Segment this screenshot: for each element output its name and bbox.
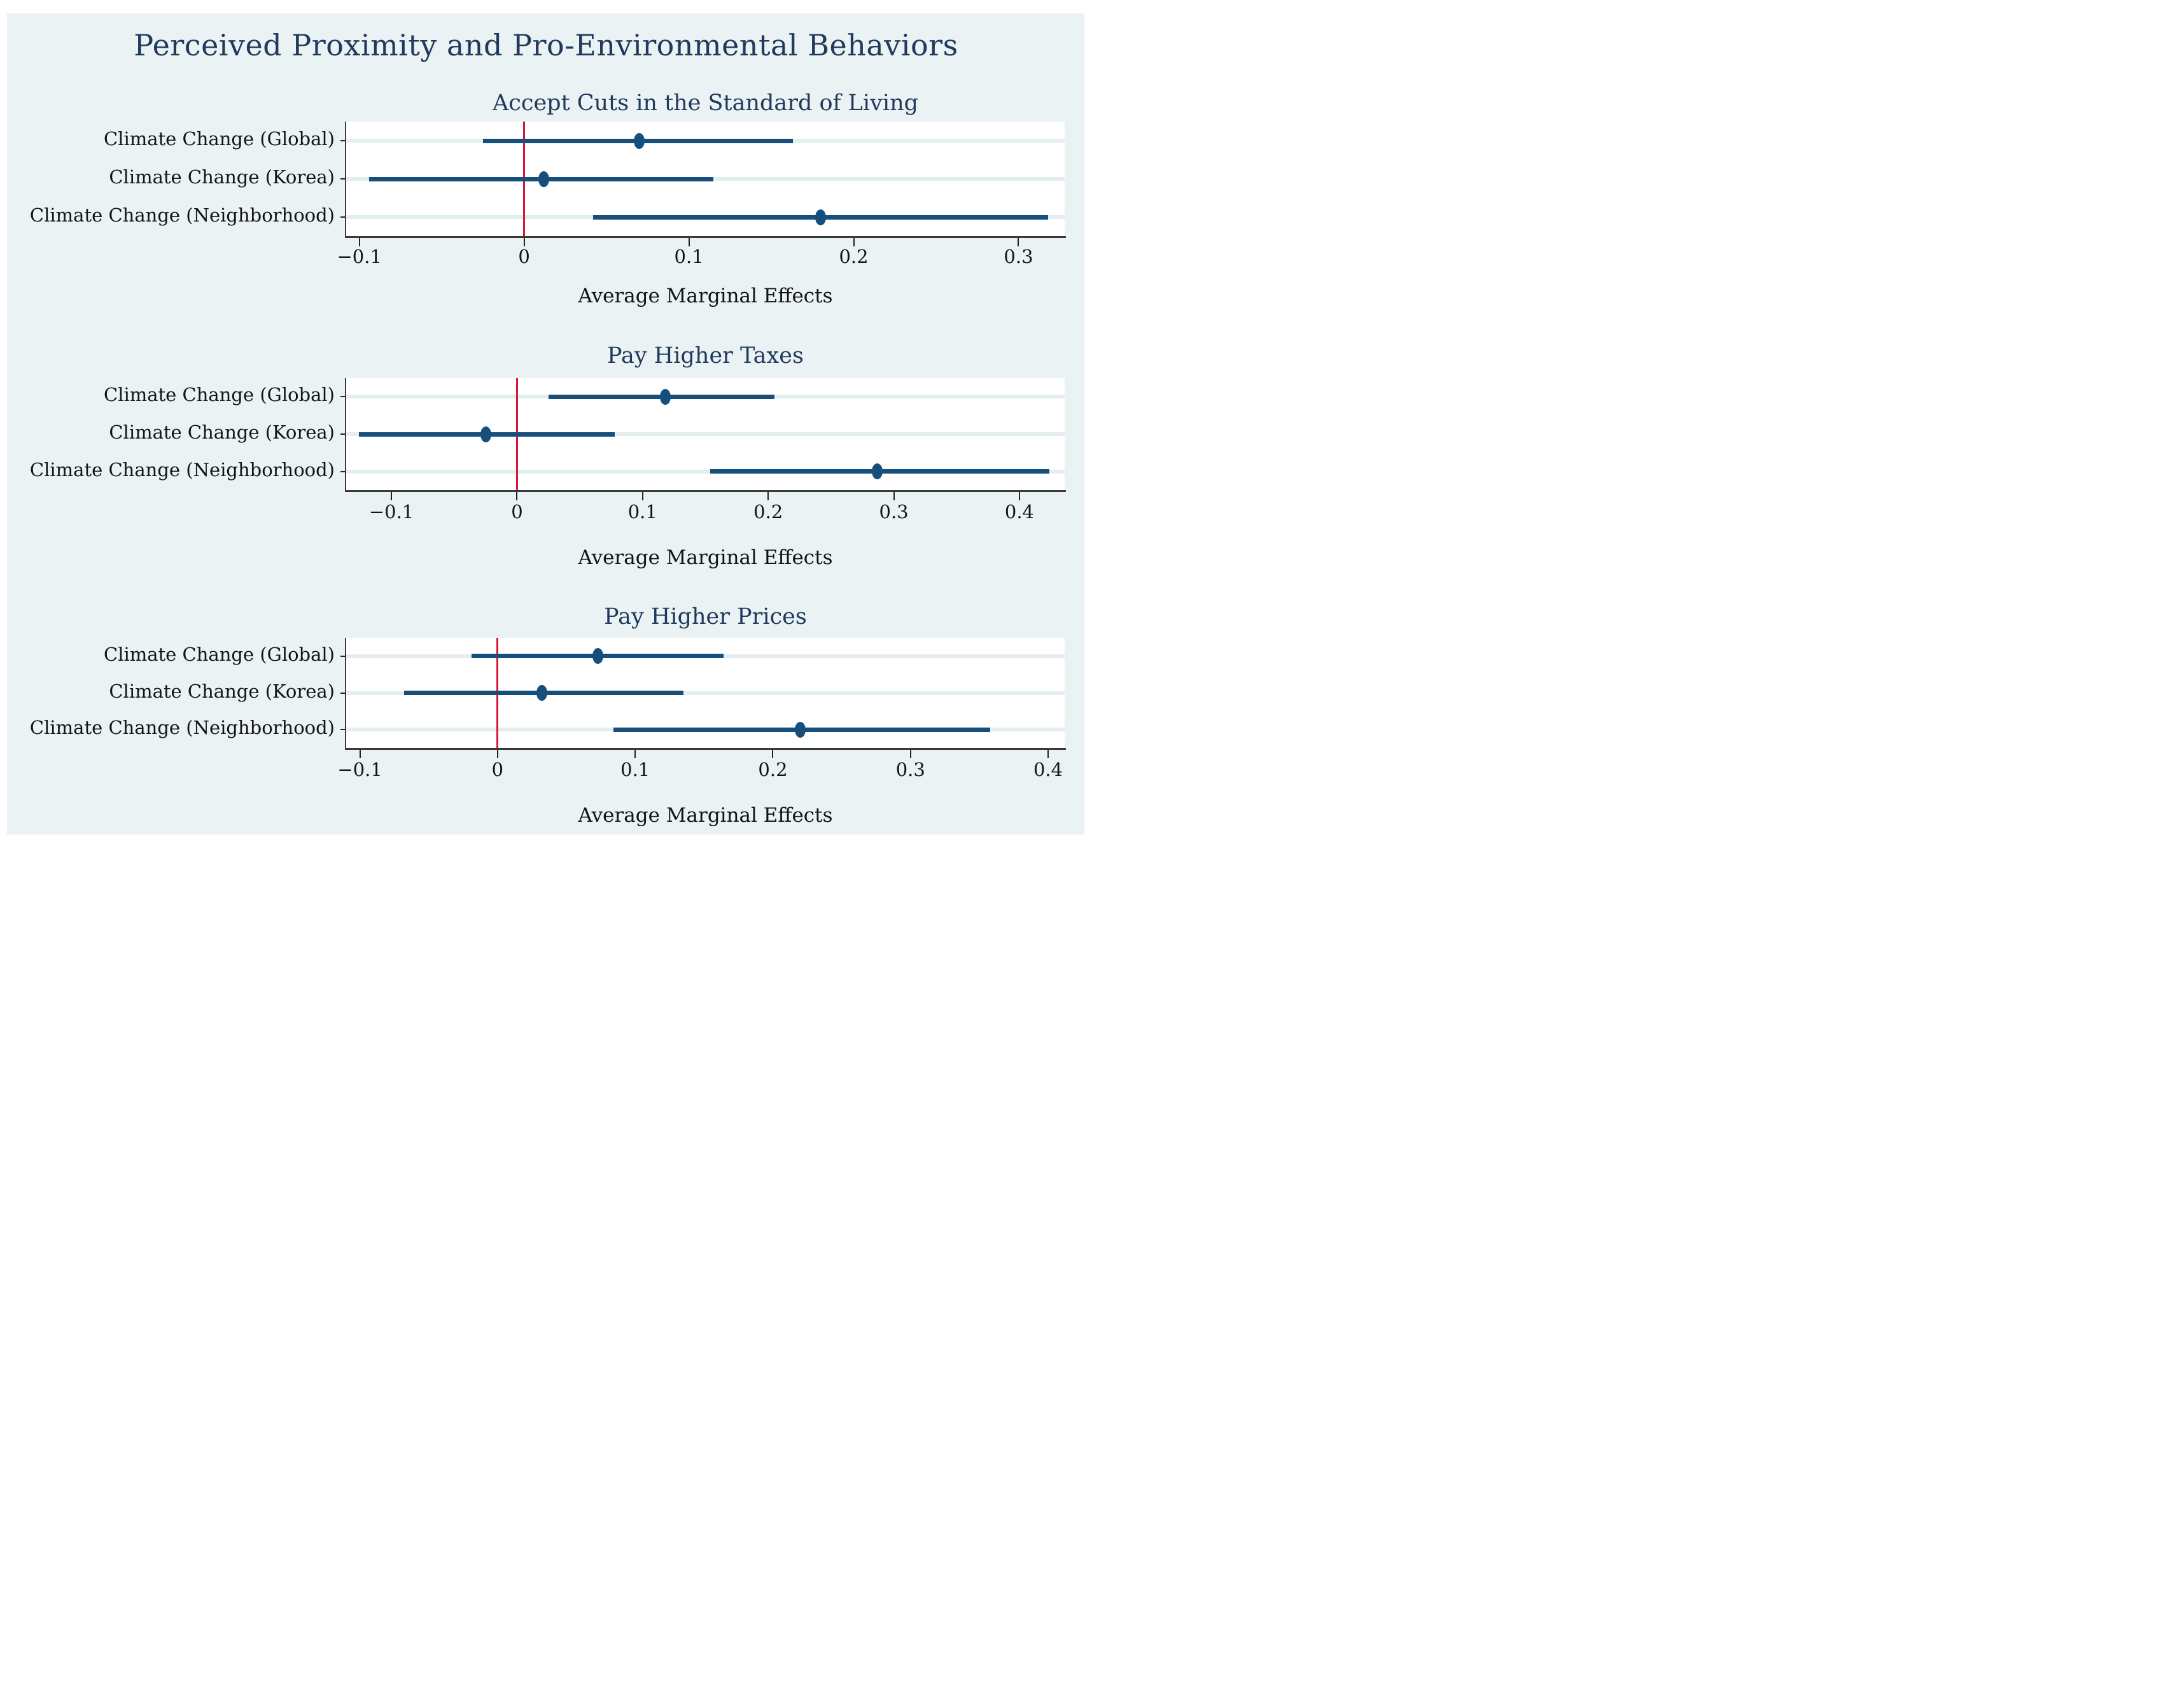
- x-tick-label: 0.3: [879, 501, 909, 523]
- x-axis-line: [345, 236, 1066, 238]
- category-label: Climate Change (Neighborhood): [29, 204, 335, 226]
- category-label: Climate Change (Global): [104, 384, 335, 406]
- category-label: Climate Change (Global): [104, 128, 335, 150]
- x-axis-tick: [1018, 238, 1019, 246]
- x-tick-label: 0.1: [627, 501, 657, 523]
- category-gridline: [346, 691, 1065, 695]
- panels-container: Accept Cuts in the Standard of Living Cli…: [0, 0, 1092, 849]
- x-axis-tick: [359, 750, 361, 758]
- x-tick-label: 0.3: [895, 759, 925, 780]
- y-axis-tick: [340, 470, 346, 472]
- x-tick-label: 0.2: [758, 759, 788, 780]
- x-tick-label: 0.1: [674, 246, 704, 267]
- category-label: Climate Change (Neighborhood): [29, 717, 335, 739]
- category-gridline: [346, 469, 1065, 474]
- x-axis-tick: [1047, 750, 1049, 758]
- x-axis-label: Average Marginal Effects: [578, 285, 833, 307]
- y-axis-tick: [340, 216, 346, 218]
- y-axis-tick: [340, 178, 346, 180]
- point-estimate-marker: [815, 209, 827, 225]
- category-label: Climate Change (Korea): [109, 166, 335, 188]
- x-axis-line: [345, 748, 1066, 750]
- point-estimate-marker: [795, 721, 806, 738]
- y-axis-tick: [340, 433, 346, 435]
- x-axis-tick: [496, 750, 498, 758]
- x-tick-label: 0: [511, 501, 523, 523]
- x-tick-label: 0.1: [620, 759, 650, 780]
- point-estimate-marker: [538, 171, 550, 187]
- x-axis-label: Average Marginal Effects: [578, 804, 833, 827]
- x-axis-tick: [688, 238, 690, 246]
- category-label: Climate Change (Korea): [109, 421, 335, 443]
- point-estimate-marker: [872, 463, 883, 480]
- panel-title: Pay Higher Prices: [604, 604, 807, 630]
- point-estimate-marker: [536, 685, 547, 701]
- x-axis-tick: [391, 492, 393, 500]
- y-axis-tick: [340, 140, 346, 141]
- x-axis-tick: [893, 492, 895, 500]
- x-axis-tick: [1018, 492, 1020, 500]
- category-label: Climate Change (Korea): [109, 680, 335, 702]
- x-axis-tick: [358, 238, 360, 246]
- y-axis-line: [345, 638, 346, 748]
- y-axis-tick: [340, 655, 346, 657]
- point-estimate-marker: [480, 426, 491, 442]
- y-axis-tick: [340, 729, 346, 731]
- x-tick-label: 0.3: [1004, 246, 1033, 267]
- point-estimate-marker: [659, 388, 671, 405]
- category-gridline: [346, 432, 1065, 436]
- category-label: Climate Change (Global): [104, 643, 335, 665]
- point-estimate-marker: [634, 132, 645, 149]
- point-estimate-marker: [592, 648, 604, 665]
- x-tick-label: 0.2: [839, 246, 869, 267]
- panel-title: Pay Higher Taxes: [607, 343, 804, 369]
- x-tick-label: 0.2: [753, 501, 783, 523]
- figure-canvas: Perceived Proximity and Pro-Environmenta…: [0, 0, 1092, 849]
- y-axis-tick: [340, 692, 346, 694]
- x-tick-label: −0.1: [337, 759, 382, 780]
- x-axis-label: Average Marginal Effects: [578, 546, 833, 569]
- x-axis-tick: [516, 492, 518, 500]
- y-axis-line: [345, 378, 346, 490]
- category-label: Climate Change (Neighborhood): [29, 458, 335, 481]
- x-tick-label: −0.1: [337, 246, 382, 267]
- x-axis-tick: [634, 750, 636, 758]
- x-axis-tick: [772, 750, 774, 758]
- x-axis-tick: [853, 238, 855, 246]
- x-axis-tick: [641, 492, 643, 500]
- x-axis-line: [345, 490, 1066, 492]
- x-tick-label: 0: [518, 246, 530, 267]
- x-axis-tick: [767, 492, 769, 500]
- x-tick-label: 0.4: [1004, 501, 1034, 523]
- x-tick-label: 0.4: [1033, 759, 1063, 780]
- y-axis-tick: [340, 396, 346, 398]
- x-tick-label: −0.1: [368, 501, 414, 523]
- y-axis-line: [345, 122, 346, 236]
- x-axis-tick: [523, 238, 525, 246]
- panel-title: Accept Cuts in the Standard of Living: [492, 90, 919, 116]
- x-axis-tick: [909, 750, 911, 758]
- x-tick-label: 0: [491, 759, 504, 780]
- figure-title: Perceived Proximity and Pro-Environmenta…: [134, 28, 958, 62]
